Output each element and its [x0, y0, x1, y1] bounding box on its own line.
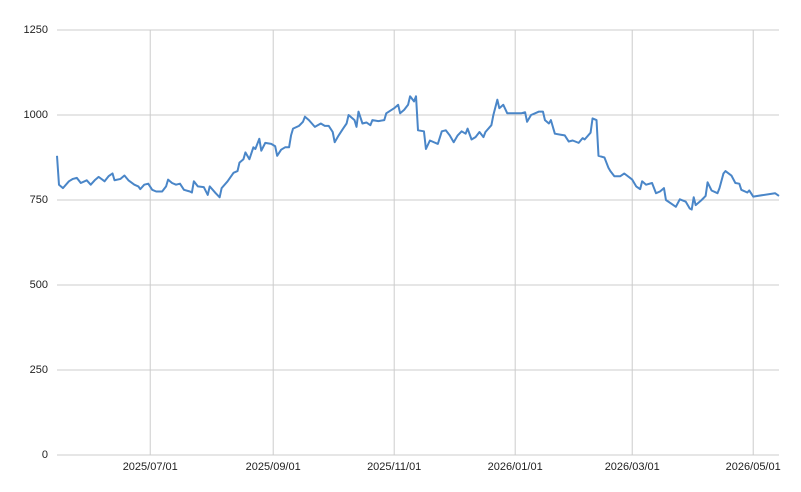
y-tick-label: 500 [30, 279, 48, 291]
y-tick-label: 250 [30, 364, 48, 376]
x-tick-label: 2026/03/01 [605, 461, 660, 473]
y-tick-label: 750 [30, 194, 48, 206]
x-tick-label: 2026/05/01 [726, 461, 781, 473]
x-tick-label: 2025/11/01 [367, 461, 421, 473]
x-tick-label: 2025/07/01 [123, 461, 178, 473]
y-tick-label: 1250 [24, 24, 48, 36]
data-line [56, 95, 780, 211]
y-tick-label: 0 [42, 449, 48, 461]
x-tick-label: 2026/01/01 [488, 461, 543, 473]
x-tick-label: 2025/09/01 [246, 461, 301, 473]
y-tick-label: 1000 [24, 109, 48, 121]
